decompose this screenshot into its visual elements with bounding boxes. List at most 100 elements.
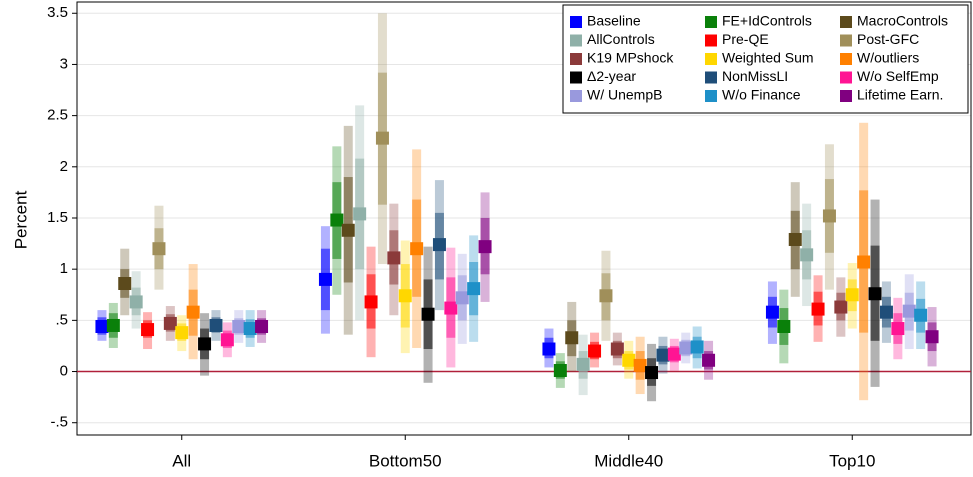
point-estimate: [478, 240, 492, 254]
point-estimate: [232, 319, 246, 333]
point-estimate: [398, 289, 412, 303]
legend-marker: [570, 16, 582, 28]
legend-label: Post-GFC: [857, 31, 919, 47]
point-estimate: [421, 307, 435, 321]
legend-marker: [705, 71, 717, 84]
legend-label: W/o Finance: [722, 87, 801, 103]
legend-label: W/outliers: [857, 50, 919, 66]
point-estimate: [255, 319, 269, 333]
point-estimate: [667, 347, 681, 361]
point-estimate: [243, 322, 257, 336]
y-tick-label: -.5: [50, 414, 68, 431]
point-estimate: [622, 353, 636, 367]
y-tick-label: 2.5: [47, 107, 68, 124]
point-estimate: [811, 302, 825, 316]
point-estimate: [118, 277, 132, 291]
legend-marker: [570, 34, 582, 47]
point-estimate: [845, 288, 859, 302]
legend-marker: [840, 16, 852, 28]
legend-marker: [840, 34, 852, 47]
point-estimate: [702, 353, 716, 367]
y-tick-label: .5: [55, 311, 68, 328]
point-estimate: [330, 213, 344, 227]
point-estimate: [209, 318, 223, 332]
point-estimate: [576, 357, 590, 371]
legend-label: MacroControls: [857, 13, 948, 29]
point-estimate: [914, 308, 928, 322]
legend-marker: [570, 90, 582, 102]
legend-marker: [570, 53, 582, 65]
point-estimate: [645, 366, 659, 380]
y-tick-label: 1: [60, 260, 68, 277]
point-estimate: [542, 342, 556, 356]
legend-marker: [570, 71, 582, 84]
y-tick-label: 3.5: [47, 4, 68, 21]
point-estimate: [129, 295, 143, 309]
legend-label: Lifetime Earn.: [857, 87, 943, 103]
y-tick-label: 1.5: [47, 209, 68, 226]
y-tick-label: 3: [60, 55, 68, 72]
point-estimate: [777, 319, 791, 333]
point-estimate: [656, 348, 670, 362]
legend-label: K19 MPshock: [587, 50, 674, 66]
point-estimate: [186, 305, 200, 319]
point-estimate: [868, 287, 882, 301]
point-estimate: [410, 242, 424, 256]
legend-label: Weighted Sum: [722, 50, 814, 66]
point-estimate: [375, 131, 389, 145]
legend-box: [562, 4, 969, 114]
point-estimate: [163, 316, 177, 330]
point-estimate: [553, 364, 567, 378]
point-estimate: [467, 282, 481, 296]
point-estimate: [891, 322, 905, 336]
legend-marker: [705, 90, 717, 102]
legend-label: NonMissLI: [722, 68, 788, 84]
point-estimate: [599, 289, 613, 303]
x-tick-label: Top10: [829, 451, 875, 470]
legend-marker: [840, 53, 852, 65]
point-estimate: [220, 333, 234, 347]
point-estimate: [175, 326, 189, 340]
point-estimate: [879, 305, 893, 319]
point-estimate: [633, 358, 647, 372]
x-tick-label: All: [172, 451, 191, 470]
legend-label: Δ2-year: [587, 68, 636, 84]
legend-label: FE+IdControls: [722, 13, 812, 29]
plot-frame: [76, 1, 972, 436]
point-estimate: [565, 331, 579, 345]
legend-label: Pre-QE: [722, 31, 769, 47]
point-estimate: [106, 318, 120, 332]
legend-marker: [840, 90, 852, 102]
point-estimate: [925, 330, 939, 344]
point-estimate: [788, 232, 802, 246]
legend-marker: [705, 16, 717, 28]
legend-label: AllControls: [587, 31, 655, 47]
point-estimate: [198, 337, 212, 351]
y-tick-label: 2: [60, 158, 68, 175]
legend-marker: [840, 71, 852, 84]
point-estimate: [765, 305, 779, 319]
point-estimate: [455, 291, 469, 305]
y-tick-label: 0: [60, 363, 68, 380]
legend-label: W/ UnempB: [587, 87, 662, 103]
point-estimate: [857, 255, 871, 269]
legend-label: W/o SelfEmp: [857, 68, 939, 84]
point-estimate: [353, 207, 367, 221]
point-estimate: [364, 295, 378, 309]
point-estimate: [141, 323, 155, 337]
point-estimate: [152, 242, 166, 256]
point-estimate: [95, 319, 109, 333]
legend: Baseline FE+IdControls MacroControls AllCon…: [562, 4, 969, 114]
point-estimate: [822, 209, 836, 223]
legend-label: Baseline: [587, 13, 641, 29]
point-estimate: [610, 342, 624, 356]
point-estimate: [318, 272, 332, 286]
point-estimate: [834, 300, 848, 314]
point-estimate: [800, 248, 814, 262]
point-estimate: [444, 301, 458, 315]
legend-marker: [705, 34, 717, 47]
point-estimate: [432, 238, 446, 252]
x-tick-label: Middle40: [594, 451, 663, 470]
x-tick-label: Bottom50: [369, 451, 442, 470]
